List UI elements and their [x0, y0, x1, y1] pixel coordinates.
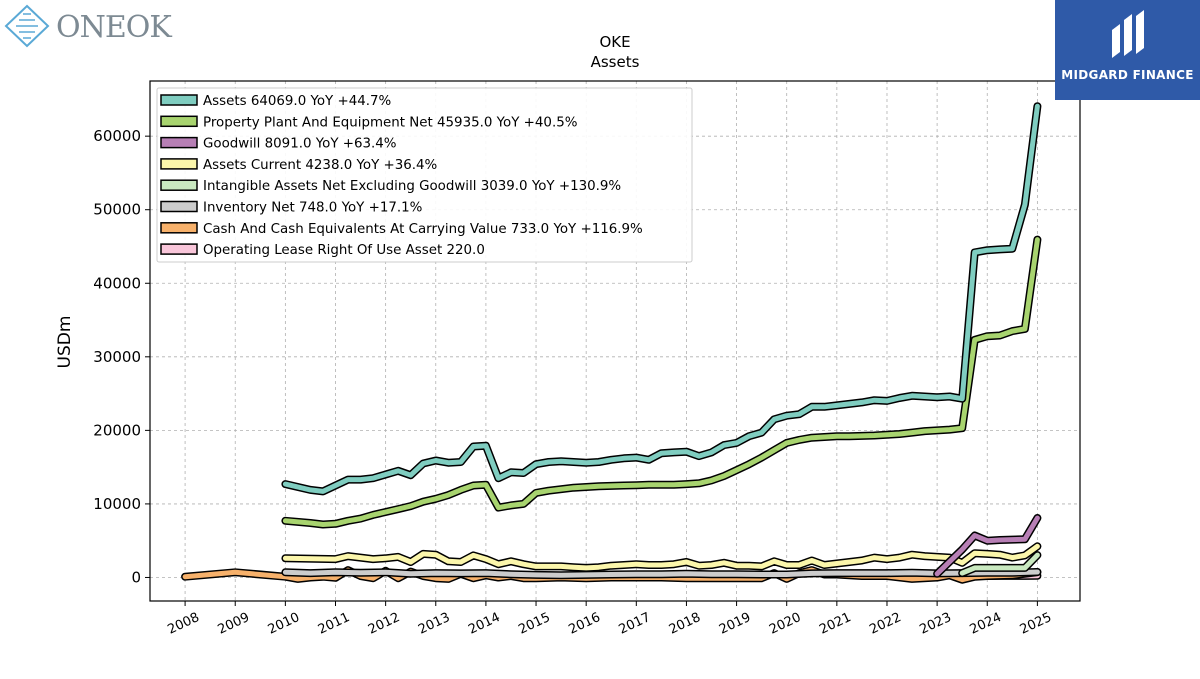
legend-swatch-property-plant-and-equipment-net [161, 116, 197, 126]
legend-label-intangible-assets-net-excluding-goodwill: Intangible Assets Net Excluding Goodwill… [203, 179, 621, 194]
x-tick-label: 2021 [817, 610, 853, 638]
midgard-finance-logo: MIDGARD FINANCE [1055, 0, 1200, 100]
legend-swatch-operating-lease-right-of-use-asset [161, 244, 197, 254]
x-tick-label: 2012 [366, 610, 402, 638]
legend-swatch-cash-and-cash-equivalents-at-carrying-value [161, 223, 197, 233]
series-line-inventory-net [285, 572, 1037, 575]
y-tick-label: 60000 [93, 127, 141, 145]
diamond-emblem-icon [4, 4, 50, 48]
y-tick-label: 0 [131, 568, 141, 586]
legend-label-goodwill: Goodwill 8091.0 YoY +63.4% [203, 137, 397, 152]
legend-label-cash-and-cash-equivalents-at-carrying-value: Cash And Cash Equivalents At Carrying Va… [203, 222, 643, 237]
x-tick-label: 2013 [416, 610, 452, 638]
oneok-logo: ONEOK [4, 4, 154, 48]
series-outline-property-plant-and-equipment-net [285, 240, 1037, 525]
legend-label-property-plant-and-equipment-net: Property Plant And Equipment Net 45935.0… [203, 115, 577, 130]
y-tick-label: 50000 [93, 201, 141, 219]
x-tick-label: 2009 [216, 610, 252, 638]
legend-label-assets-current: Assets Current 4238.0 YoY +36.4% [203, 158, 437, 173]
x-tick-label: 2024 [968, 610, 1004, 638]
y-tick-label: 40000 [93, 274, 141, 292]
y-axis-label: USDm [55, 316, 75, 369]
legend-swatch-assets [161, 95, 197, 105]
x-tick-label: 2018 [667, 610, 703, 638]
x-tick-label: 2008 [165, 610, 201, 638]
midgard-emblem-icon [1098, 6, 1158, 66]
legend-swatch-goodwill [161, 138, 197, 148]
x-tick-label: 2025 [1018, 610, 1054, 638]
legend-swatch-intangible-assets-net-excluding-goodwill [161, 180, 197, 190]
x-tick-label: 2020 [767, 610, 803, 638]
x-tick-label: 2014 [466, 610, 502, 638]
x-tick-label: 2023 [917, 610, 953, 638]
midgard-wordmark: MIDGARD FINANCE [1055, 68, 1200, 82]
oneok-wordmark: ONEOK [56, 10, 171, 45]
x-tick-label: 2022 [867, 610, 903, 638]
legend-swatch-inventory-net [161, 202, 197, 212]
chart-title: OKE [599, 33, 630, 51]
legend-swatch-assets-current [161, 159, 197, 169]
x-tick-label: 2010 [266, 610, 302, 638]
y-tick-label: 10000 [93, 495, 141, 513]
x-tick-label: 2019 [717, 610, 753, 638]
legend-label-assets: Assets 64069.0 YoY +44.7% [203, 94, 391, 109]
x-tick-label: 2016 [567, 610, 603, 638]
y-tick-label: 30000 [93, 348, 141, 366]
legend-label-operating-lease-right-of-use-asset: Operating Lease Right Of Use Asset 220.0 [203, 243, 485, 258]
x-tick-label: 2011 [316, 610, 352, 638]
series-line-assets-current [285, 546, 1037, 568]
chart-subtitle: Assets [591, 53, 640, 71]
x-tick-label: 2015 [516, 610, 552, 638]
y-tick-label: 20000 [93, 421, 141, 439]
x-tick-label: 2017 [617, 610, 653, 638]
legend-label-inventory-net: Inventory Net 748.0 YoY +17.1% [203, 201, 422, 216]
